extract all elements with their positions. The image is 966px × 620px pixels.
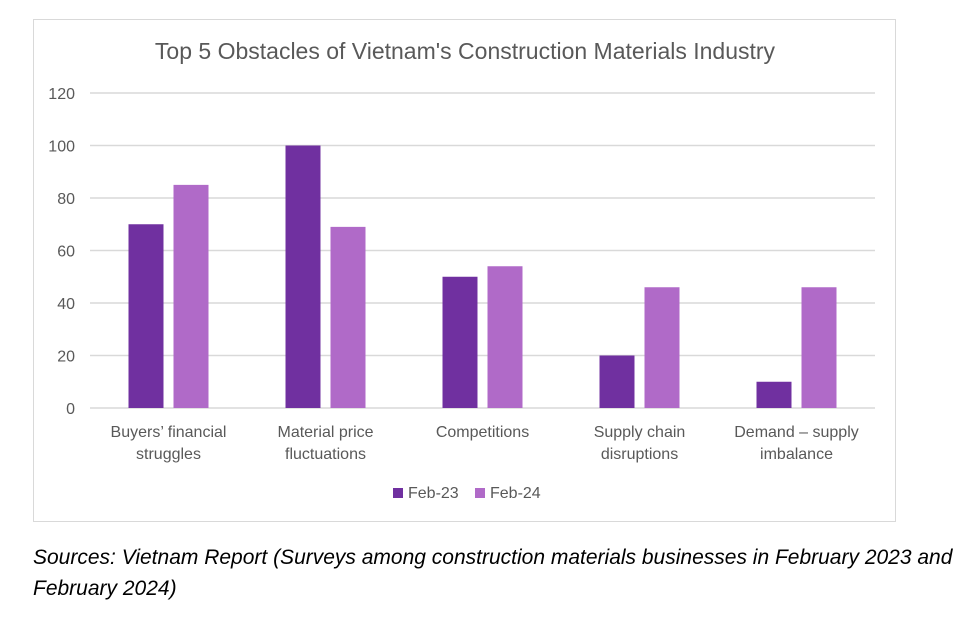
y-tick-label: 0 [66,401,75,418]
x-tick-label: struggles [136,446,201,463]
bar-feb-23 [128,224,164,408]
x-tick-label: Material price [277,424,373,441]
y-tick-label: 80 [57,191,75,208]
bar-feb-23 [599,355,635,408]
legend-swatch [393,488,403,498]
bar-feb-24 [801,287,837,408]
x-tick-label: Buyers’ financial [111,424,227,441]
x-tick-label: Demand – supply [734,424,859,441]
bar-feb-23 [285,145,321,408]
x-tick-label: Competitions [436,424,529,441]
bar-feb-23 [756,381,792,408]
bar-feb-24 [487,266,523,408]
chart-title: Top 5 Obstacles of Vietnam's Constructio… [155,38,776,64]
bar-feb-23 [442,276,478,408]
y-tick-label: 60 [57,244,75,261]
bar-feb-24 [173,184,209,408]
y-tick-label: 20 [57,349,75,366]
legend-swatch [475,488,485,498]
y-tick-label: 40 [57,296,75,313]
legend-label: Feb-24 [490,485,541,502]
legend-label: Feb-23 [408,485,459,502]
y-tick-label: 120 [48,86,75,103]
x-tick-label: disruptions [601,446,678,463]
source-caption: Sources: Vietnam Report (Surveys among c… [33,546,953,600]
bar-feb-24 [644,287,680,408]
x-tick-label: imbalance [760,446,833,463]
chart-frame [33,19,896,522]
x-tick-label: Supply chain [594,424,686,441]
x-tick-label: fluctuations [285,446,366,463]
bar-feb-24 [330,226,366,408]
bar-chart: Top 5 Obstacles of Vietnam's Constructio… [48,38,875,502]
y-tick-label: 100 [48,139,75,156]
